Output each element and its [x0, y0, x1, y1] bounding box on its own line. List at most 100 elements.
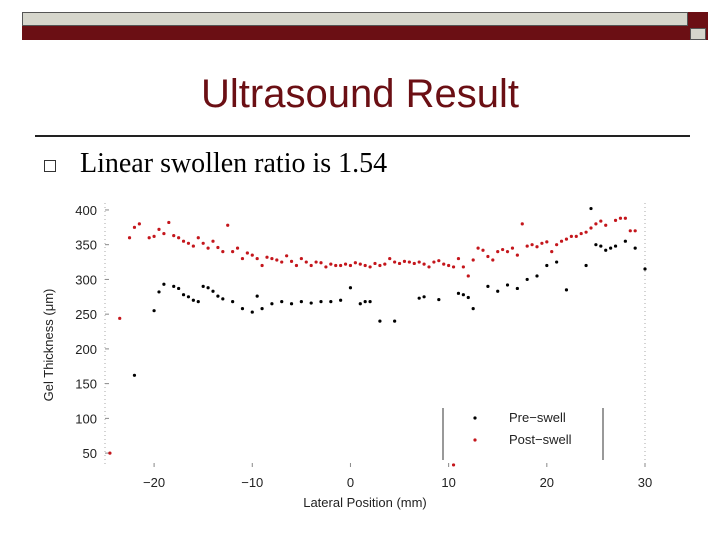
- pre-swell-point: [604, 248, 608, 252]
- post-swell-point: [486, 254, 490, 259]
- post-swell-point: [167, 220, 171, 225]
- post-swell-point: [569, 234, 573, 238]
- y-tick-label: 250: [75, 307, 97, 322]
- post-swell-point: [363, 263, 367, 268]
- post-swell-point: [270, 256, 274, 261]
- y-axis-label: Gel Thickness (μm): [41, 289, 56, 402]
- pre-swell-point: [363, 300, 367, 304]
- post-swell-point: [604, 223, 608, 227]
- post-swell-point: [584, 230, 588, 234]
- pre-swell-point: [584, 263, 588, 268]
- post-swell-point: [172, 234, 176, 238]
- post-swell-point: [206, 246, 210, 250]
- pre-swell-point: [555, 260, 559, 264]
- post-swell-point: [378, 263, 382, 268]
- post-swell-point: [618, 216, 623, 220]
- post-swell-point: [118, 316, 122, 320]
- post-swell-point: [221, 250, 225, 254]
- bullet-square-icon: [44, 160, 56, 172]
- post-swell-point: [368, 265, 372, 269]
- post-swell-point: [451, 265, 456, 269]
- post-swell-point: [240, 256, 245, 261]
- legend-marker: [473, 438, 477, 442]
- post-swell-point: [162, 231, 166, 236]
- post-swell-point: [407, 260, 411, 264]
- top-accent-bar: [22, 26, 708, 40]
- legend-label: Pre−swell: [509, 410, 566, 425]
- post-swell-point: [265, 255, 269, 259]
- post-swell-point: [226, 223, 230, 227]
- post-swell-point: [555, 243, 559, 247]
- post-swell-point: [275, 258, 279, 262]
- pre-swell-point: [132, 373, 137, 377]
- post-swell-point: [613, 218, 618, 222]
- pre-swell-point: [461, 293, 465, 297]
- post-swell-point: [451, 463, 456, 467]
- post-swell-point: [574, 234, 578, 238]
- pre-swell-point: [250, 310, 254, 314]
- pre-swell-point: [466, 295, 470, 300]
- x-tick-label: 30: [638, 475, 652, 490]
- post-swell-point: [250, 253, 254, 257]
- post-swell-point: [339, 263, 343, 268]
- pre-swell-point: [348, 286, 353, 290]
- post-swell-point: [260, 263, 264, 268]
- pre-swell-point: [456, 291, 461, 295]
- pre-swell-point: [240, 307, 245, 311]
- y-tick-label: 50: [83, 446, 97, 461]
- post-swell-point: [216, 245, 220, 250]
- post-swell-point: [289, 259, 294, 263]
- post-swell-point: [147, 236, 151, 240]
- pre-swell-point: [417, 296, 421, 300]
- pre-swell-point: [280, 300, 284, 304]
- pre-swell-point: [191, 298, 195, 302]
- scatter-chart: 400 350 300 250 200 150 100 50 −20 −10 0 10 20 30 Late…: [41, 203, 652, 510]
- pre-swell-point: [437, 297, 441, 302]
- corner-light-square: [690, 28, 706, 40]
- post-swell-point: [108, 451, 112, 455]
- post-swell-point: [196, 236, 200, 240]
- chart-legend: Pre−swell Post−swell: [442, 408, 604, 460]
- post-swell-point: [422, 262, 426, 266]
- post-swell-point: [456, 256, 461, 261]
- pre-swell-point: [545, 263, 549, 268]
- post-swell-point: [496, 250, 500, 254]
- pre-swell-point: [255, 294, 259, 298]
- legend-marker: [473, 416, 477, 420]
- post-swell-point: [520, 222, 524, 226]
- post-swell-point: [383, 262, 387, 266]
- post-swell-point: [358, 262, 362, 266]
- post-swell-point: [353, 261, 357, 265]
- post-swell-point: [564, 237, 569, 241]
- post-swell-point: [628, 229, 632, 233]
- post-swell-point: [393, 260, 397, 264]
- post-swell-point: [510, 246, 515, 250]
- pre-swell-point: [289, 302, 294, 306]
- pre-swell-point: [270, 302, 274, 306]
- y-tick-label: 100: [75, 411, 97, 426]
- post-swell-point: [186, 241, 191, 245]
- pre-swell-point: [525, 277, 529, 282]
- pre-swell-point: [216, 294, 220, 298]
- post-swell-point: [285, 254, 289, 258]
- pre-swell-point: [589, 206, 593, 211]
- post-swell-point: [481, 248, 485, 252]
- post-swell-point: [319, 261, 323, 265]
- post-swell-point: [177, 236, 181, 240]
- pre-swell-point: [515, 286, 519, 291]
- post-swell-point: [442, 262, 446, 266]
- post-swell-point: [412, 261, 416, 266]
- pre-swell-point: [535, 274, 539, 278]
- post-swell-point: [535, 245, 539, 249]
- post-swell-point: [294, 263, 299, 268]
- pre-swell-point: [211, 289, 215, 293]
- post-swell-point: [304, 260, 308, 264]
- pre-swell-point: [221, 297, 225, 301]
- post-swell-point: [397, 261, 402, 266]
- x-axis-label: Lateral Position (mm): [303, 495, 427, 510]
- post-swell-point: [191, 244, 195, 248]
- post-swell-point: [559, 239, 564, 243]
- pre-swell-point: [201, 284, 205, 288]
- post-swell-point: [314, 260, 318, 264]
- post-swell-point: [633, 229, 637, 233]
